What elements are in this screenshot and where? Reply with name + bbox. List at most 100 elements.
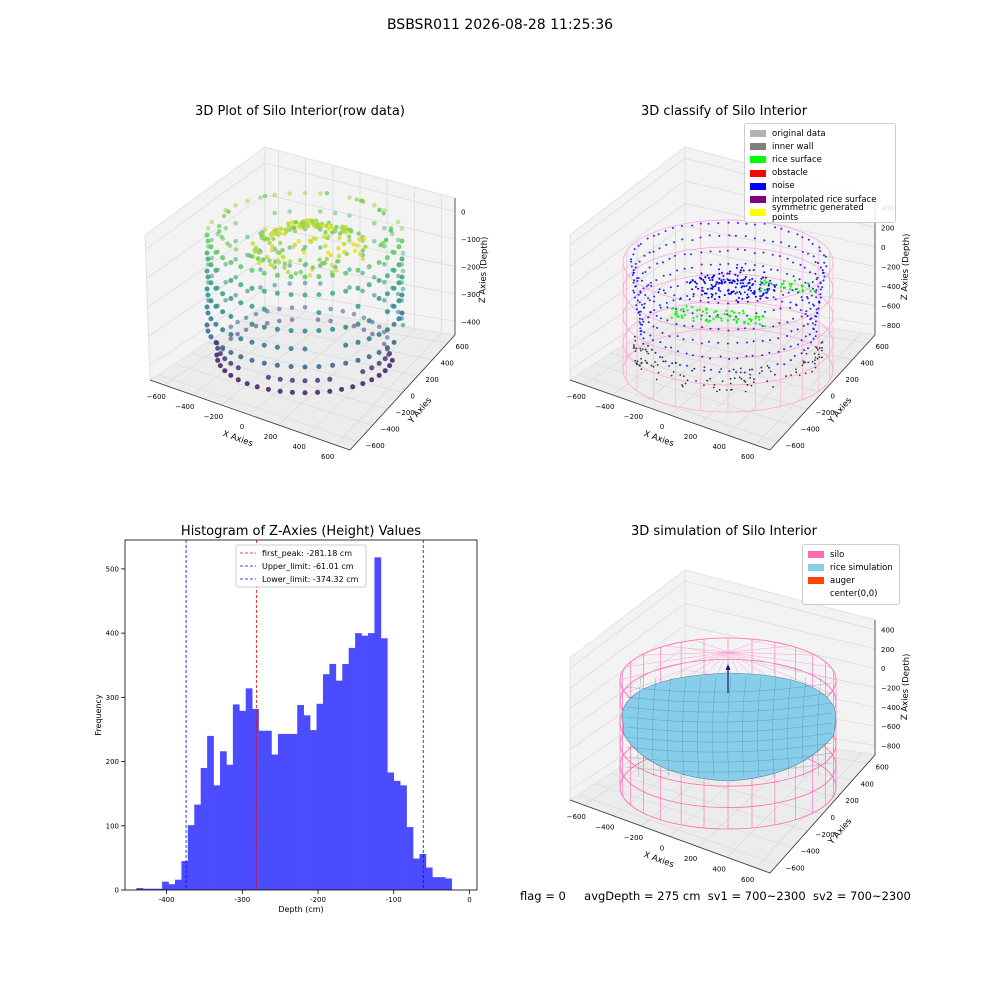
classify-x-tick-label: 200 <box>684 433 697 441</box>
classify-inner-wall-point <box>672 371 675 373</box>
raw-data-point <box>276 230 281 236</box>
raw-data-point <box>238 336 244 342</box>
raw-data-point <box>355 243 360 248</box>
raw-data-point <box>280 254 285 259</box>
raw-data-point <box>245 288 250 294</box>
raw-data-point <box>204 322 210 328</box>
raw-data-point <box>376 350 382 355</box>
classify-noise-point <box>692 295 695 298</box>
classify-noise-point <box>644 271 647 273</box>
raw-data-point <box>288 328 294 334</box>
raw-data-point <box>334 268 339 273</box>
classify-noise-point <box>652 325 655 328</box>
classify-rice-surface-point <box>784 286 787 289</box>
simulation-y-tick-label: 600 <box>876 763 889 771</box>
classify-noise-point <box>816 276 819 279</box>
raw-data-point <box>288 346 294 352</box>
classify-noise-point <box>632 281 635 284</box>
classify-inner-wall-point <box>814 366 817 369</box>
classify-noise-point <box>642 306 645 309</box>
classify-noise-point <box>709 357 711 360</box>
classify-noise-point <box>639 327 642 330</box>
classify-noise-point <box>771 240 774 243</box>
classify-noise-point <box>761 281 764 284</box>
classify-noise-point <box>747 288 750 291</box>
classify-noise-point <box>730 292 732 295</box>
classify-rice-surface-point <box>705 318 708 321</box>
classify-noise-point <box>754 295 757 298</box>
classify-noise-point <box>719 290 722 293</box>
classify-inner-wall-point <box>798 374 801 377</box>
raw-y-gridline <box>240 320 433 360</box>
raw-data-point <box>325 250 331 255</box>
histogram-bar <box>316 703 324 890</box>
classify-noise-point <box>707 301 710 304</box>
legend-label: obstacle <box>772 168 808 179</box>
raw-data-point <box>384 255 390 261</box>
classify-noise-point <box>699 299 702 302</box>
classify-noise-point <box>798 278 801 281</box>
simulation-silo-roof-line <box>640 651 729 656</box>
legend-swatch <box>750 196 766 204</box>
classify-noise-point <box>727 221 730 224</box>
classify-noise-point <box>760 366 763 369</box>
classify-noise-point <box>764 276 767 279</box>
classify-noise-point <box>758 288 761 291</box>
classify-noise-point <box>753 252 756 255</box>
simulation-rice-mesh-line <box>817 676 822 778</box>
raw-data-point <box>261 288 267 294</box>
classify-noise-point <box>704 276 707 279</box>
raw-z-tick-label: −300 <box>461 291 480 299</box>
raw-data-point <box>223 280 228 285</box>
raw-data-point <box>376 260 382 265</box>
raw-data-point <box>360 248 366 253</box>
histogram-x-tick-label: -100 <box>386 896 402 904</box>
simulation-center-marker <box>725 664 731 670</box>
histogram-y-tick-label: 300 <box>106 694 119 702</box>
classify-noise-point <box>726 342 729 345</box>
raw-data-point <box>238 300 244 306</box>
raw-data-point <box>372 293 377 298</box>
classify-noise-point <box>632 253 635 256</box>
classify-noise-point <box>793 354 796 357</box>
raw-data-point <box>348 229 354 234</box>
legend-label: noise <box>772 181 795 192</box>
classify-noise-point <box>673 241 676 244</box>
classify-noise-point <box>772 289 775 292</box>
histogram-bar <box>393 780 401 890</box>
raw-data-point <box>225 241 230 246</box>
classify-noise-point <box>688 282 691 284</box>
raw-data-point <box>282 265 287 270</box>
classify-z-tick-label: −200 <box>881 264 900 272</box>
classify-noise-point <box>812 255 815 258</box>
classify-rice-surface-point <box>713 311 716 314</box>
classify-inner-wall-point <box>654 361 656 363</box>
raw-data-point <box>355 303 361 309</box>
classify-rice-surface-point <box>768 280 771 283</box>
raw-data-point <box>270 230 275 235</box>
raw-data-point <box>321 234 327 240</box>
raw-data-point <box>256 256 261 261</box>
raw-data-point <box>328 306 334 312</box>
simulation-x-tick-label: −600 <box>567 813 586 821</box>
classify-inner-wall-point <box>670 374 673 377</box>
raw-data-point <box>216 224 222 229</box>
classify-noise-point <box>664 292 667 295</box>
raw-data-point <box>382 280 387 285</box>
raw-data-point <box>399 274 405 280</box>
classify-noise-point <box>728 281 731 284</box>
classify-noise-point <box>717 301 720 304</box>
raw-data-point <box>381 240 386 246</box>
raw-data-point <box>208 262 214 268</box>
classify-noise-point <box>679 364 681 366</box>
classify-noise-point <box>717 289 720 291</box>
classify-x-tick-label: −200 <box>624 413 643 421</box>
classify-noise-point <box>649 281 652 284</box>
raw-3d-scatter-plot: −600−400−2000200400600−600−400−200020040… <box>144 146 490 461</box>
classify-noise-point <box>686 364 688 367</box>
classify-noise-point <box>800 339 803 342</box>
classify-noise-point <box>762 292 765 295</box>
classify-noise-point <box>691 288 694 291</box>
classify-noise-point <box>762 265 765 268</box>
raw-z-tick-label: 0 <box>461 209 465 217</box>
